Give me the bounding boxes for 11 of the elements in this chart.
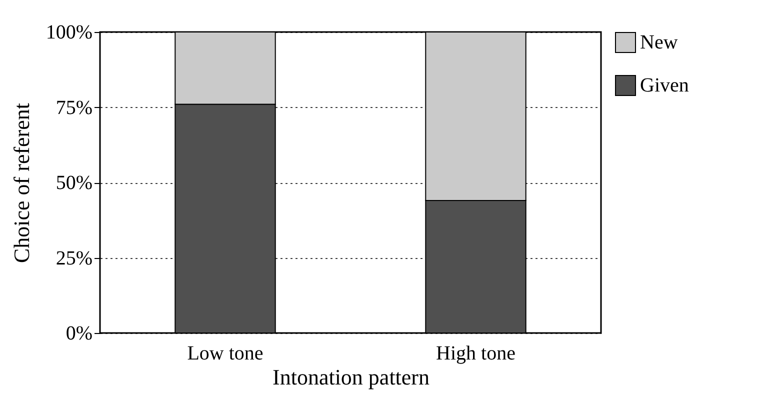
y-tick-label: 50%: [56, 172, 92, 194]
legend-label: New: [640, 32, 678, 54]
y-axis-title: Choice of referent: [8, 102, 34, 264]
x-tick-label: Low tone: [187, 342, 264, 364]
y-tick-label: 25%: [56, 247, 92, 270]
legend-label: Given: [640, 74, 689, 96]
x-tick-label: High tone: [436, 342, 516, 364]
y-tick-label: 0%: [66, 322, 92, 344]
y-tick-label: 100%: [46, 22, 92, 44]
x-axis-title: Intonation pattern: [272, 364, 430, 390]
y-tick-label: 75%: [56, 96, 92, 119]
